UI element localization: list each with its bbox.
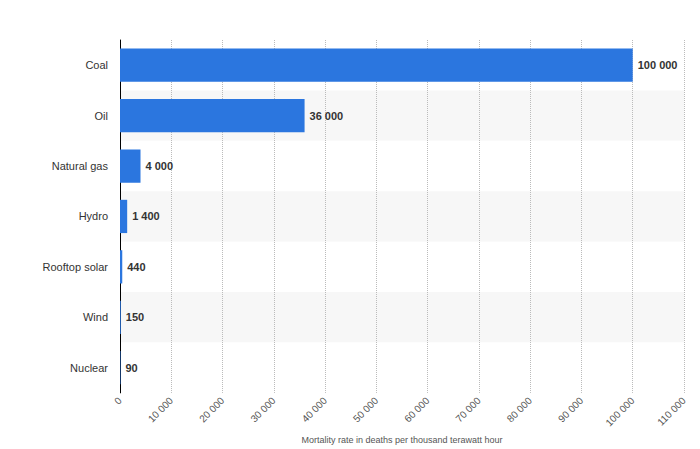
svg-text:50 000: 50 000 bbox=[351, 395, 381, 425]
svg-text:Rooftop solar: Rooftop solar bbox=[43, 261, 109, 273]
svg-text:Wind: Wind bbox=[83, 311, 108, 323]
svg-text:10 000: 10 000 bbox=[146, 395, 176, 425]
svg-text:Coal: Coal bbox=[85, 59, 108, 71]
svg-text:Natural gas: Natural gas bbox=[52, 160, 109, 172]
svg-text:20 000: 20 000 bbox=[197, 395, 227, 425]
svg-text:40 000: 40 000 bbox=[300, 395, 330, 425]
svg-text:60 000: 60 000 bbox=[402, 395, 432, 425]
svg-text:90 000: 90 000 bbox=[556, 395, 586, 425]
svg-text:0: 0 bbox=[112, 395, 124, 407]
svg-text:100 000: 100 000 bbox=[638, 59, 678, 71]
svg-text:80 000: 80 000 bbox=[505, 395, 535, 425]
svg-text:1 400: 1 400 bbox=[132, 210, 160, 222]
svg-text:110 000: 110 000 bbox=[655, 395, 688, 428]
svg-text:70 000: 70 000 bbox=[453, 395, 483, 425]
svg-text:150: 150 bbox=[126, 311, 144, 323]
svg-text:4 000: 4 000 bbox=[146, 160, 174, 172]
svg-text:Hydro: Hydro bbox=[79, 210, 108, 222]
svg-text:36 000: 36 000 bbox=[310, 110, 344, 122]
svg-text:Nuclear: Nuclear bbox=[70, 362, 108, 374]
svg-text:30 000: 30 000 bbox=[248, 395, 278, 425]
svg-text:Mortality rate in deaths per t: Mortality rate in deaths per thousand te… bbox=[301, 435, 502, 445]
svg-text:Oil: Oil bbox=[95, 110, 108, 122]
svg-text:100 000: 100 000 bbox=[603, 395, 637, 429]
svg-text:90: 90 bbox=[125, 362, 137, 374]
svg-text:440: 440 bbox=[127, 261, 145, 273]
